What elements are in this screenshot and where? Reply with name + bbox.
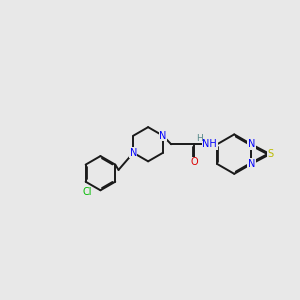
Text: O: O [190,157,198,167]
Text: NH: NH [202,139,217,149]
Text: Cl: Cl [83,187,92,197]
Text: H: H [196,134,203,142]
Text: N: N [248,159,255,169]
Text: S: S [267,149,273,159]
Text: N: N [130,148,137,158]
Text: N: N [159,131,167,141]
Text: N: N [248,139,255,149]
